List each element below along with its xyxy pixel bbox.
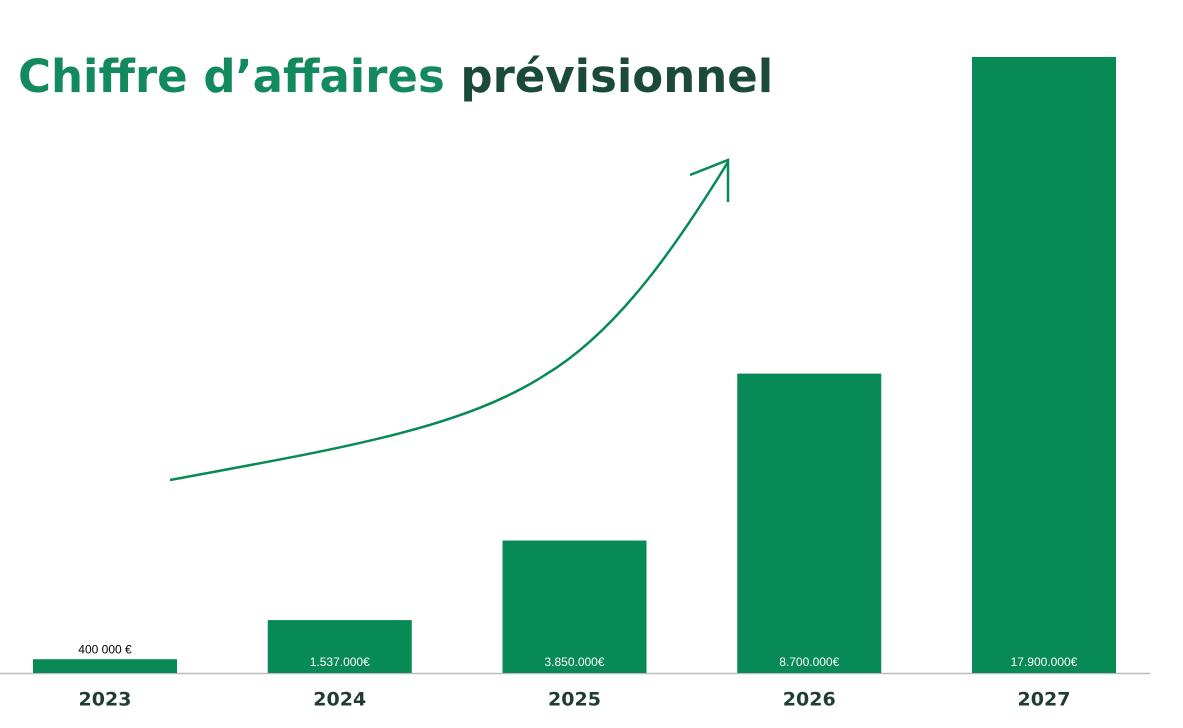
arrow-head [689, 158, 730, 202]
x-tick-label: 2027 [1018, 689, 1071, 711]
bar [502, 540, 647, 673]
x-tick-label: 2026 [783, 689, 836, 711]
bar [972, 57, 1116, 673]
x-tick-label: 2025 [548, 689, 601, 711]
bar [33, 659, 177, 673]
bar [737, 373, 882, 673]
chart-title: Chiffre d’affaires prévisionnel [18, 50, 773, 103]
trend-arrow [169, 161, 730, 482]
value-label: 17.900.000€ [1011, 655, 1078, 669]
title-part: prévisionnel [460, 50, 773, 103]
x-tick-label: 2024 [313, 689, 366, 711]
value-label: 8.700.000€ [779, 655, 839, 669]
bar [267, 620, 412, 673]
title-part: Chiffre d’affaires [18, 50, 445, 103]
value-label: 1.537.000€ [310, 655, 370, 669]
value-label: 400 000 € [78, 642, 132, 656]
value-label: 3.850.000€ [544, 655, 604, 669]
x-tick-label: 2023 [79, 689, 132, 711]
